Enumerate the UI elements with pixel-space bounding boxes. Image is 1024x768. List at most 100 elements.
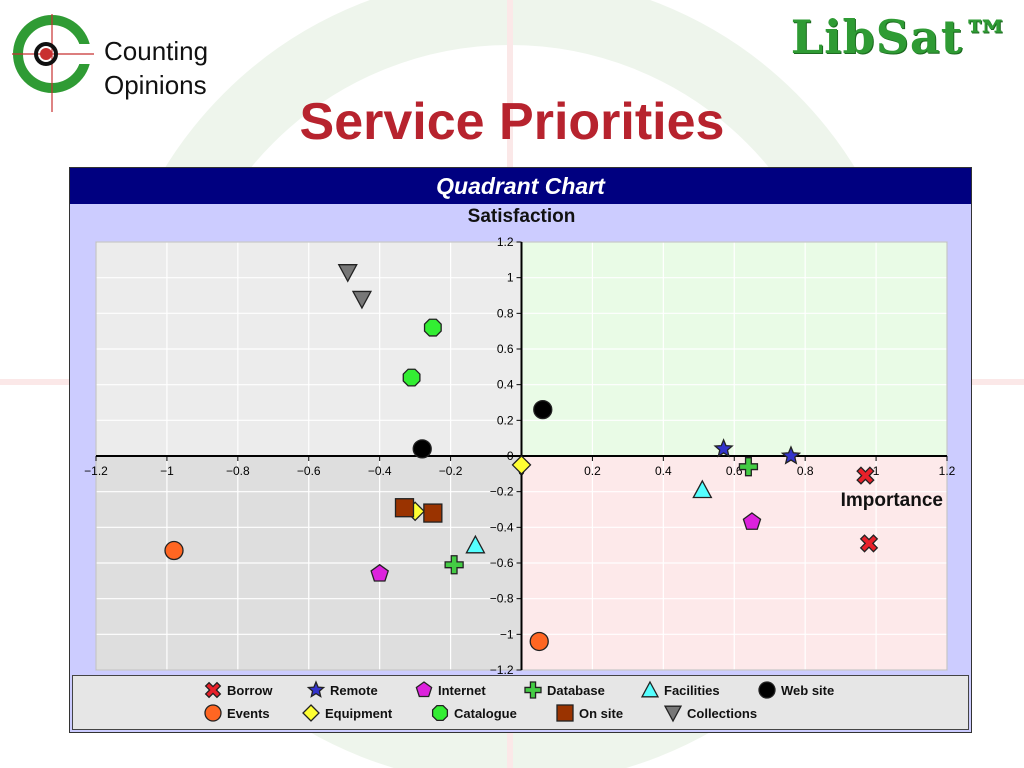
- x-tick-label: −0.8: [226, 464, 250, 478]
- point-web-site: [533, 399, 553, 420]
- logo-text: Counting Opinions: [104, 34, 208, 102]
- quadrant-chart-plot: −1.2 −1 −0.8 −0.6 −0.4 −0.2 0 0.2 0.4 0.6 0.8 1 1.2 1…: [84, 206, 956, 674]
- point-borrow: [859, 534, 879, 553]
- legend-marker-circle-icon: [204, 704, 222, 722]
- legend-marker-triangle-up-icon: [640, 680, 660, 698]
- legend-marker-shape: [204, 681, 222, 699]
- point-events: [529, 631, 549, 652]
- legend-marker-shape: [415, 681, 433, 698]
- x-tick-label: −0.2: [439, 464, 463, 478]
- x-tick-label: 1: [873, 464, 880, 478]
- x-tick-label: −0.4: [368, 464, 392, 478]
- logo-mark-icon: [12, 14, 94, 112]
- legend-marker-plus-icon: [524, 681, 542, 699]
- legend-item-web-site: Web site: [757, 679, 834, 701]
- x-tick-label: 0.8: [797, 464, 814, 478]
- legend-row: Borrow Remote Internet Database Facilities We…: [73, 679, 968, 701]
- legend-item-events: Events: [203, 702, 270, 724]
- legend-marker-shape: [306, 680, 326, 698]
- point-database: [444, 555, 464, 575]
- point-catalogue: [402, 368, 421, 387]
- counting-opinions-logo: Counting Opinions: [12, 14, 222, 114]
- libsat-brand: LibSat™: [790, 10, 1010, 64]
- legend-label: Events: [227, 705, 270, 721]
- legend-label: Borrow: [227, 682, 273, 698]
- y-tick-label: −1: [500, 627, 514, 641]
- legend-item-internet: Internet: [414, 679, 486, 701]
- point-equipment: [511, 454, 532, 475]
- legend-label: Web site: [781, 682, 835, 698]
- legend-item-equipment: Equipment: [301, 702, 392, 724]
- y-tick-label: 0.4: [497, 378, 514, 392]
- point-internet: [370, 563, 389, 582]
- y-tick-label: −0.4: [490, 520, 514, 534]
- x-axis-label: Importance: [841, 490, 943, 511]
- y-tick-label: 1.2: [497, 235, 514, 249]
- x-tick-label: −1.2: [84, 464, 108, 478]
- legend-marker-octagon-icon: [431, 704, 449, 722]
- legend-marker-shape: [302, 704, 320, 722]
- y-tick-label: −0.8: [490, 592, 514, 606]
- legend-label: Collections: [687, 705, 758, 721]
- chart-legend: Borrow Remote Internet Database Facilities We…: [72, 675, 969, 730]
- legend-marker-shape: [758, 681, 776, 699]
- legend-marker-shape: [431, 704, 449, 722]
- legend-label: Equipment: [325, 705, 393, 721]
- legend-item-facilities: Facilities: [640, 679, 720, 701]
- legend-label: Facilities: [664, 682, 720, 698]
- legend-item-borrow: Borrow: [203, 679, 273, 701]
- x-tick-label: 0.4: [655, 464, 672, 478]
- x-tick-label: 0.2: [584, 464, 601, 478]
- point-on-site: [394, 498, 415, 518]
- y-tick-label: −0.2: [490, 485, 514, 499]
- point-facilities: [465, 534, 486, 554]
- legend-row: Events Equipment Catalogue On site Collectio…: [73, 702, 968, 724]
- point-catalogue: [423, 318, 442, 337]
- legend-label: Database: [547, 682, 605, 698]
- legend-label: Catalogue: [454, 705, 517, 721]
- x-tick-label: 1.2: [939, 464, 956, 478]
- legend-marker-circle-icon: [758, 681, 776, 699]
- y-axis-label: Satisfaction: [468, 206, 576, 227]
- quadrant-chart: −1.2 −1 −0.8 −0.6 −0.4 −0.2 0 0.2 0.4 0.6 0.8 1 1.2 1…: [69, 167, 972, 733]
- legend-item-remote: Remote: [306, 679, 378, 701]
- x-tick-label: −0.6: [297, 464, 321, 478]
- logo-line-1: Counting: [104, 36, 209, 66]
- slide-title: Service Priorities: [299, 93, 725, 151]
- legend-label: On site: [579, 705, 624, 721]
- legend-marker-x-icon: [204, 681, 222, 699]
- legend-label: Internet: [438, 682, 486, 698]
- y-tick-label: 1: [507, 271, 514, 285]
- legend-marker-shape: [663, 705, 683, 723]
- legend-marker-shape: [640, 680, 660, 698]
- point-on-site: [423, 503, 443, 523]
- y-tick-label: 0: [507, 449, 514, 463]
- legend-marker-shape: [524, 681, 542, 699]
- legend-marker-triangle-down-icon: [663, 705, 683, 723]
- legend-marker-square-icon: [556, 704, 574, 722]
- y-tick-label: 0.6: [497, 342, 514, 356]
- legend-marker-shape: [556, 704, 574, 722]
- point-database: [738, 457, 759, 477]
- legend-marker-diamond-icon: [302, 704, 320, 722]
- legend-marker-shape: [204, 704, 222, 722]
- y-tick-label: −0.6: [490, 556, 514, 570]
- logo-line-2: Opinions: [104, 70, 207, 100]
- legend-marker-star-icon: [306, 680, 326, 698]
- chart-title: Quadrant Chart: [70, 168, 971, 204]
- y-tick-label: −1.2: [490, 663, 514, 674]
- legend-item-on-site: On site: [555, 702, 623, 724]
- point-remote: [713, 438, 734, 458]
- point-events: [164, 540, 184, 561]
- legend-marker-pentagon-icon: [415, 681, 433, 698]
- legend-item-collections: Collections: [663, 702, 757, 724]
- legend-label: Remote: [330, 682, 378, 698]
- y-tick-label: 0.2: [497, 413, 514, 427]
- point-remote: [780, 445, 802, 465]
- point-collections: [337, 264, 358, 283]
- y-tick-label: 0.8: [497, 306, 514, 320]
- point-web-site: [412, 439, 432, 459]
- x-tick-label: −1: [160, 464, 174, 478]
- point-collections: [351, 290, 373, 310]
- point-borrow: [856, 466, 875, 485]
